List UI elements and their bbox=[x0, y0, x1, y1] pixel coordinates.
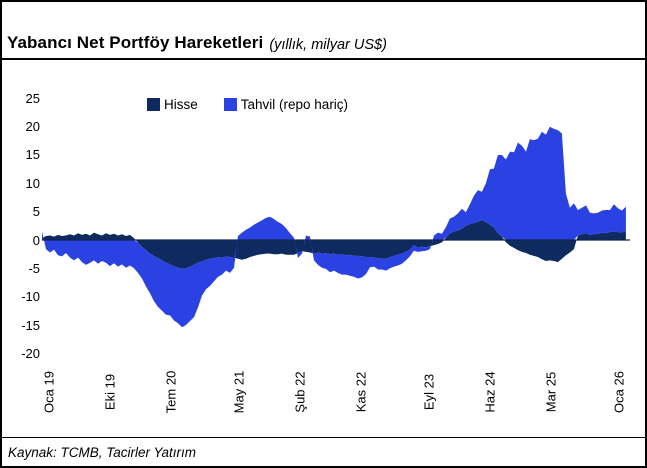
legend-item-tahvil: Tahvil (repo hariç) bbox=[223, 97, 349, 112]
hisse-area bbox=[42, 220, 626, 269]
source-note: Kaynak: TCMB, Tacirler Yatırım bbox=[8, 444, 197, 460]
stacked-area-chart bbox=[42, 126, 630, 328]
x-axis-tick-label: Eki 19 bbox=[102, 373, 118, 411]
x-axis-tick-label: Şub 22 bbox=[292, 371, 308, 413]
y-axis-tick-label: -20 bbox=[21, 345, 40, 361]
y-axis-tick-label: 0 bbox=[32, 232, 40, 248]
y-axis-tick-label: 15 bbox=[25, 147, 40, 163]
x-axis-tick-label: Haz 24 bbox=[482, 371, 498, 413]
legend-label-hisse: Hisse bbox=[164, 97, 198, 112]
x-axis-tick-label: Oca 19 bbox=[41, 371, 57, 413]
title-bar: Yabancı Net Portföy Hareketleri (yıllık,… bbox=[2, 2, 645, 60]
legend-item-hisse: Hisse bbox=[147, 97, 198, 112]
y-axis-tick-label: -5 bbox=[28, 260, 40, 276]
x-axis-tick-label: Tem 20 bbox=[163, 370, 179, 414]
x-axis-tick-label: Mar 25 bbox=[543, 371, 559, 413]
page-subtitle: (yıllık, milyar US$) bbox=[269, 37, 387, 53]
page-title: Yabancı Net Portföy Hareketleri bbox=[7, 33, 264, 52]
tahvil-area bbox=[42, 126, 626, 328]
y-axis-tick-label: -15 bbox=[21, 317, 40, 333]
footer-bar: Kaynak: TCMB, Tacirler Yatırım bbox=[2, 437, 645, 466]
legend-label-tahvil: Tahvil (repo hariç) bbox=[240, 97, 349, 112]
y-axis-tick-label: 25 bbox=[25, 90, 40, 106]
y-axis-tick-label: 20 bbox=[25, 119, 40, 135]
tahvil-color-swatch-icon bbox=[223, 98, 237, 111]
x-axis-tick-label: May 21 bbox=[231, 370, 247, 414]
y-axis-tick-label: 5 bbox=[32, 204, 40, 220]
y-axis-tick-label: -10 bbox=[21, 289, 40, 305]
x-axis-tick-label: Eyl 23 bbox=[421, 373, 437, 411]
hisse-color-swatch-icon bbox=[147, 98, 160, 111]
x-axis-tick-label: Oca 26 bbox=[611, 371, 627, 413]
y-axis-tick-label: 10 bbox=[25, 175, 40, 191]
chart-legend: Hisse Tahvil (repo hariç) bbox=[147, 97, 348, 112]
x-axis-tick-label: Kas 22 bbox=[353, 371, 369, 413]
